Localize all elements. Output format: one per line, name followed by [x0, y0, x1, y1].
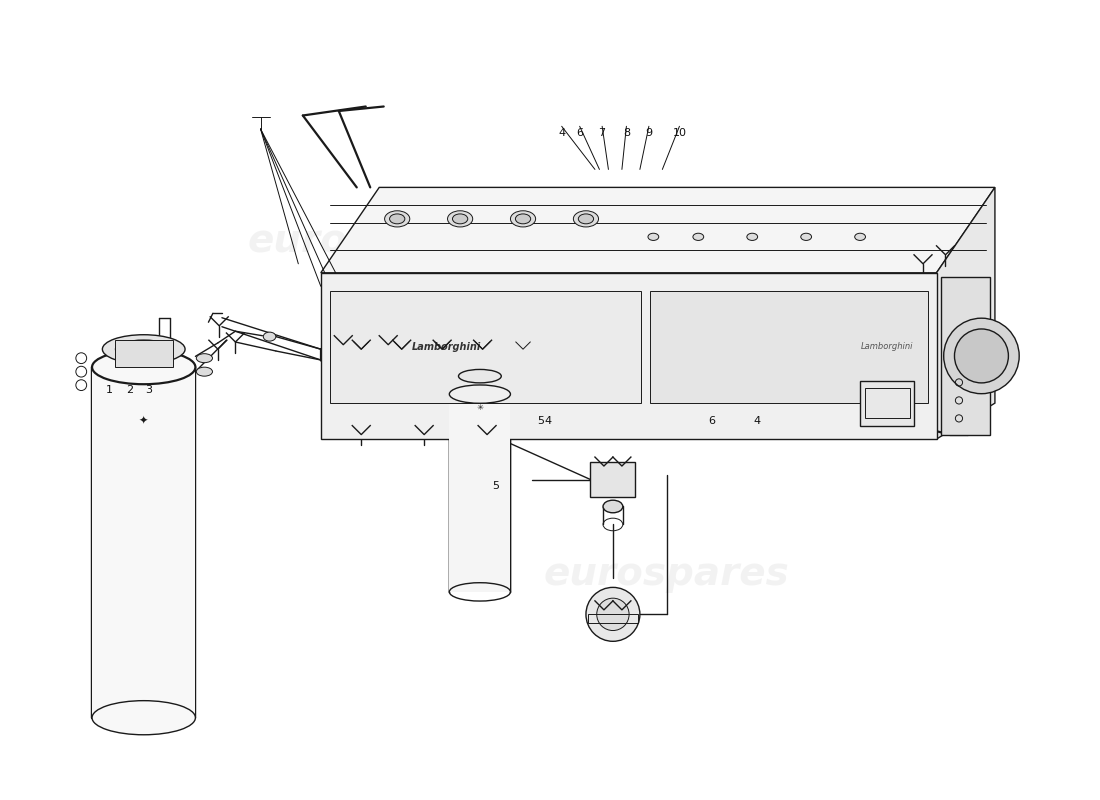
- Bar: [860, 381, 914, 426]
- Ellipse shape: [196, 354, 212, 362]
- Text: 6: 6: [708, 416, 715, 426]
- Text: Lamborghini: Lamborghini: [861, 342, 913, 351]
- Text: eurospares: eurospares: [248, 222, 493, 260]
- Bar: [92, 367, 196, 718]
- Text: 4: 4: [544, 416, 552, 426]
- Text: 8: 8: [623, 129, 630, 138]
- Text: 5: 5: [538, 416, 544, 426]
- Bar: [940, 278, 990, 434]
- Text: 1: 1: [106, 385, 113, 394]
- Polygon shape: [321, 187, 994, 273]
- Text: ✳: ✳: [476, 403, 483, 412]
- Text: 4: 4: [558, 129, 565, 138]
- Ellipse shape: [747, 234, 758, 241]
- Ellipse shape: [102, 334, 185, 364]
- Text: 3: 3: [145, 385, 153, 394]
- Text: 4: 4: [754, 416, 760, 426]
- Text: eurospares: eurospares: [544, 555, 790, 593]
- Bar: [114, 340, 173, 367]
- Bar: [449, 394, 510, 592]
- Ellipse shape: [116, 340, 173, 358]
- Ellipse shape: [603, 500, 623, 513]
- Ellipse shape: [92, 350, 196, 384]
- Circle shape: [596, 598, 629, 630]
- Bar: [330, 290, 641, 403]
- Ellipse shape: [573, 210, 598, 227]
- Text: 6: 6: [576, 129, 583, 138]
- Bar: [587, 614, 638, 623]
- Ellipse shape: [452, 214, 468, 224]
- Text: 7: 7: [598, 129, 606, 138]
- Ellipse shape: [648, 234, 659, 241]
- Text: ✦: ✦: [139, 416, 148, 426]
- Ellipse shape: [579, 214, 594, 224]
- Ellipse shape: [449, 385, 510, 403]
- Ellipse shape: [385, 210, 410, 227]
- Bar: [650, 290, 927, 403]
- Text: 9: 9: [646, 129, 652, 138]
- Ellipse shape: [459, 370, 502, 383]
- Ellipse shape: [693, 234, 704, 241]
- Ellipse shape: [510, 210, 536, 227]
- Ellipse shape: [92, 701, 196, 734]
- Bar: [591, 462, 636, 498]
- Ellipse shape: [855, 234, 866, 241]
- Ellipse shape: [448, 210, 473, 227]
- Polygon shape: [936, 187, 994, 439]
- Text: 5: 5: [493, 481, 499, 491]
- Text: Lamborghini: Lamborghini: [412, 342, 482, 352]
- Ellipse shape: [389, 214, 405, 224]
- Ellipse shape: [801, 234, 812, 241]
- Ellipse shape: [196, 367, 212, 376]
- Circle shape: [944, 318, 1020, 394]
- Bar: [321, 273, 936, 439]
- Ellipse shape: [516, 214, 530, 224]
- Circle shape: [955, 329, 1009, 383]
- Text: 2: 2: [125, 385, 133, 394]
- Text: 10: 10: [672, 129, 686, 138]
- Circle shape: [586, 587, 640, 642]
- Ellipse shape: [263, 332, 276, 341]
- Bar: [865, 388, 910, 418]
